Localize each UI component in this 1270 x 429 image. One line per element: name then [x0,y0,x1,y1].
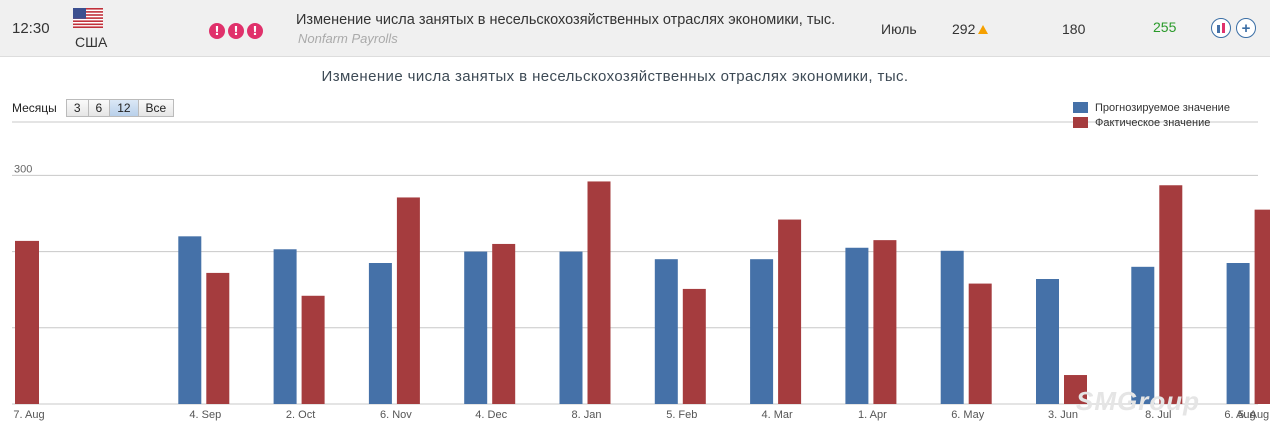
forecast-bar [750,259,774,404]
importance-indicator: ! ! ! [209,23,263,39]
event-row[interactable]: 12:30 США ! ! ! Изменение числа занятых … [0,0,1270,57]
x-tick-label: 6. Aug [1224,409,1255,421]
plus-icon: + [1241,19,1251,37]
actual-bar [1254,209,1270,404]
forecast-bar [559,251,583,404]
legend-item-actual[interactable]: Фактическое значение [1073,115,1230,130]
forecast-bar [1131,266,1155,404]
chart-toggle-button[interactable] [1211,18,1231,38]
actual-bar [778,219,802,404]
x-tick-label: 7. Aug [13,409,44,421]
importance-mark-icon: ! [247,23,263,39]
legend-swatch [1073,102,1088,113]
x-tick-label: 5. Feb [666,409,697,421]
x-tick-label: 3. Jun [1048,409,1078,421]
legend-item-forecast[interactable]: Прогнозируемое значение [1073,100,1230,115]
actual-value: 292 [952,21,989,37]
actual-bar [15,240,39,404]
forecast-bar [273,249,297,404]
range-selector: Месяцы 3 6 12 Все [12,99,175,117]
bar-chart-icon [1217,23,1225,33]
y-tick-label: 300 [14,163,32,175]
actual-bar [1064,375,1087,404]
event-title[interactable]: Изменение числа занятых в несельскохозяй… [296,12,836,28]
actual-bar [873,240,897,404]
x-tick-label: 2. Oct [286,409,315,421]
forecast-bar [1036,279,1059,404]
event-time: 12:30 [12,20,50,37]
x-tick-label: 1. Apr [858,409,887,421]
actual-bar [682,288,706,404]
forecast-bar [845,247,869,404]
actual-bar [301,295,325,404]
chart-legend: Прогнозируемое значение Фактическое знач… [1073,100,1230,130]
event-period: Июль [881,21,917,37]
actual-bar [587,181,611,404]
forecast-value: 180 [1062,21,1086,37]
x-tick-label: 4. Sep [189,409,221,421]
forecast-bar [1226,263,1250,404]
x-tick-label: 4. Mar [762,409,794,421]
legend-label: Прогнозируемое значение [1095,101,1230,114]
x-tick-label: 8. Jan [572,409,602,421]
range-all-button[interactable]: Все [137,99,175,117]
event-subtitle: Nonfarm Payrolls [298,31,398,46]
actual-bar [492,243,516,404]
importance-mark-icon: ! [209,23,225,39]
x-tick-label: 6. May [951,409,985,421]
x-tick-label: 5. Aug [1238,409,1269,421]
actual-bar [206,272,230,404]
actual-bar [396,197,420,404]
add-to-calendar-button[interactable]: + [1236,18,1256,38]
actual-bar [968,283,992,404]
legend-label: Фактическое значение [1095,116,1211,129]
forecast-bar [654,259,678,404]
legend-swatch [1073,117,1088,128]
chart-title: Изменение числа занятых в несельскохозяй… [321,68,909,85]
warning-triangle-icon [978,25,989,34]
usa-flag-icon [73,8,103,28]
actual-bar [1159,185,1183,404]
x-tick-label: 8. Jul [1145,409,1171,421]
country-label: США [75,34,108,50]
x-tick-label: 6. Nov [380,409,412,421]
forecast-bar [940,250,964,404]
forecast-bar [368,263,392,404]
range-label: Месяцы [12,101,57,115]
importance-mark-icon: ! [228,23,244,39]
watermark-logo: SMGroup [1076,386,1200,416]
actual-value-text: 292 [952,21,976,37]
range-12-button[interactable]: 12 [109,99,139,117]
x-tick-label: 4. Dec [475,409,507,421]
forecast-bar [178,236,202,404]
previous-value: 255 [1153,19,1177,35]
forecast-bar [464,251,488,404]
